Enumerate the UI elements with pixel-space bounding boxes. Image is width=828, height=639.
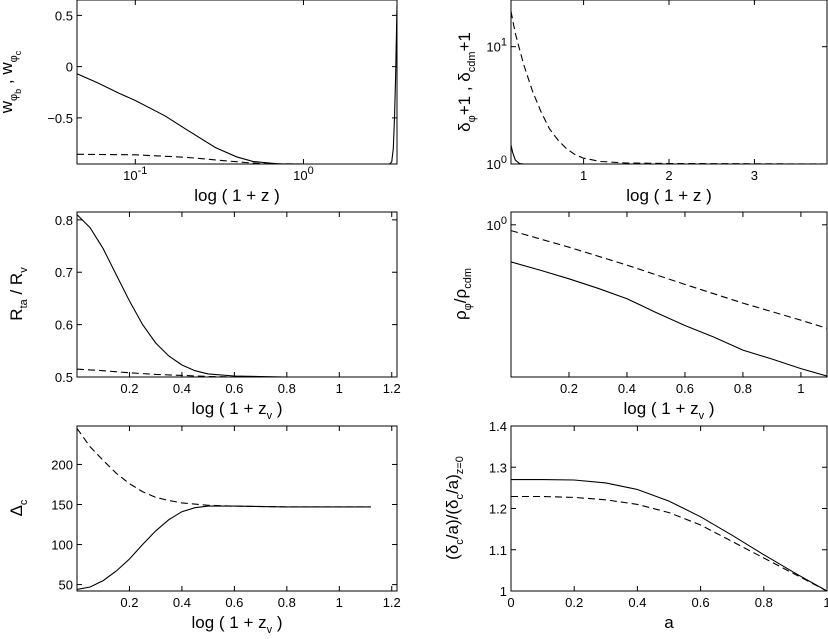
series-dashed-line (511, 230, 827, 329)
series-dashed-line (511, 11, 827, 164)
y-tick-label: 0.5 (55, 8, 73, 23)
x-tick-label: 0.2 (565, 595, 583, 610)
x-tick-label: 0.8 (278, 381, 296, 396)
x-axis-label: log ( 1 + z ) (194, 186, 280, 205)
y-tick-label: 0.8 (55, 213, 73, 228)
axes-frame (76, 425, 398, 592)
y-tick-label: 50 (59, 578, 73, 593)
x-tick-label: 2 (665, 168, 672, 183)
y-tick-label: 1 (500, 584, 507, 599)
series-solid-line (511, 479, 827, 591)
x-tick-label: 0.6 (676, 381, 694, 396)
series-solid-line (77, 5, 397, 164)
x-tick-label: 100 (293, 165, 314, 183)
x-tick-label: 0.2 (560, 381, 578, 396)
x-axis-label: log ( 1 + zv ) (191, 399, 282, 422)
panel-p3: 0.2 0.4 0.6 0.8 1 1.2 0.5 0.6 0.7 0.8 log ( 1 + zv… (7, 211, 401, 422)
x-axis-label: log ( 1 + zv ) (191, 613, 282, 636)
panel-p4: 0.2 0.4 0.6 0.8 1 100 log ( 1 + zv ) ρφ/ρcdm (451, 211, 828, 422)
x-tick-label: 0.2 (120, 381, 138, 396)
panel-p6: 0 0.2 0.4 0.6 0.8 1 1 1.1 1.2 1.3 1.4 a (δc/a)/(δc/a… (443, 419, 828, 632)
x-tick-label: 0.8 (755, 595, 773, 610)
x-tick-label: 0.4 (173, 381, 191, 396)
x-tick-label: 0 (507, 595, 514, 610)
y-tick-label: 101 (486, 37, 507, 55)
series-dashed-line (511, 495, 827, 591)
panel-p1: 10-1 100 0 0.5 −0.5 log ( 1 + z ) wφb , wφc (0, 0, 398, 205)
y-axis-label: ρφ/ρcdm (451, 268, 474, 320)
y-tick-label: 150 (51, 497, 73, 512)
y-tick-label: 0.5 (55, 370, 73, 385)
x-tick-label: 0.8 (278, 595, 296, 610)
y-tick-label: 1.3 (489, 460, 507, 475)
x-tick-label: 0.4 (628, 595, 646, 610)
x-tick-label: 1 (823, 595, 828, 610)
y-tick-label: 1.1 (489, 543, 507, 558)
y-axis-label: δφ+1 , δcdm+1 (455, 32, 478, 132)
series-solid-line (77, 214, 371, 377)
x-axis-label: log ( 1 + z ) (626, 186, 712, 205)
y-tick-label: 100 (486, 154, 507, 172)
x-axis-label: a (664, 613, 674, 632)
axes-frame (76, 0, 398, 165)
panel-p5: 0.2 0.4 0.6 0.8 1 1.2 50 100 150 200 log ( 1 + zv … (7, 425, 401, 636)
axes-frame (76, 211, 398, 378)
x-axis-label: log ( 1 + zv ) (623, 399, 714, 422)
x-tick-label: 0.2 (120, 595, 138, 610)
panel-p2: 1 2 3 100 101 log ( 1 + z ) δφ+1 , δcdm+1 (455, 0, 828, 205)
y-tick-label: 0.6 (55, 318, 73, 333)
y-axis-label: Rta / Rv (7, 267, 30, 321)
x-tick-label: 0.4 (173, 595, 191, 610)
x-tick-label: 10-1 (123, 165, 147, 183)
series-dashed-line (77, 428, 371, 508)
y-tick-label: −0.5 (47, 111, 73, 126)
x-tick-label: 0.8 (734, 381, 752, 396)
series-dashed-line (77, 368, 371, 377)
x-tick-label: 3 (751, 168, 758, 183)
series-solid-line (511, 144, 827, 164)
y-tick-label: 0 (66, 60, 73, 75)
x-tick-label: 0.6 (225, 381, 243, 396)
y-tick-label: 100 (486, 215, 507, 233)
series-dashed-line (77, 153, 397, 164)
axes-frame (510, 0, 828, 165)
y-axis-label: wφb , wφc (0, 50, 23, 114)
y-tick-label: 0.7 (55, 265, 73, 280)
x-tick-label: 1.2 (383, 595, 401, 610)
series-solid-line (77, 505, 371, 590)
x-tick-label: 1 (580, 168, 587, 183)
x-tick-label: 1 (336, 595, 343, 610)
y-axis-label: (δc/a)/(δc/a)z=0 (443, 456, 466, 560)
y-tick-label: 100 (51, 538, 73, 553)
x-tick-label: 0.6 (692, 595, 710, 610)
x-tick-label: 0.4 (618, 381, 636, 396)
axes-frame (510, 211, 828, 378)
y-axis-label: Δc (7, 499, 30, 516)
series-solid-line (511, 261, 827, 377)
y-tick-label: 200 (51, 457, 73, 472)
axes-frame (510, 425, 828, 592)
x-tick-label: 1 (336, 381, 343, 396)
y-tick-label: 1.2 (489, 502, 507, 517)
y-tick-label: 1.4 (489, 419, 507, 434)
x-tick-label: 1 (797, 381, 804, 396)
x-tick-label: 0.6 (225, 595, 243, 610)
x-tick-label: 1.2 (383, 381, 401, 396)
